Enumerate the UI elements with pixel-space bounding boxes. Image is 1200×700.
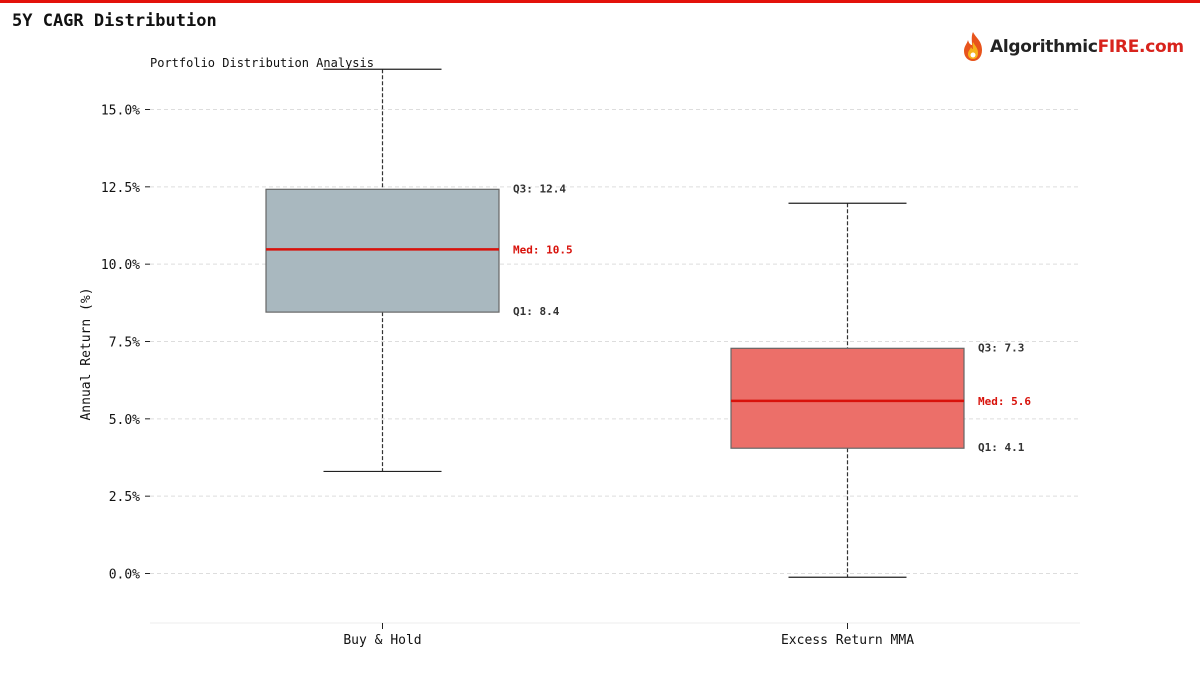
box-iqr — [730, 347, 965, 449]
y-tick-label: 7.5% — [109, 336, 140, 351]
y-tick-label: 2.5% — [109, 490, 140, 505]
x-axis: Buy & Hold Excess Return MMA — [343, 623, 914, 648]
grid — [150, 108, 1080, 575]
box-group: Q3: 12.4 Med: 10.5 Q1: 8.4 — [265, 68, 573, 473]
y-tick-label: 10.0% — [101, 258, 140, 273]
logo-text-accent: FIRE.com — [1097, 37, 1184, 57]
box-iqr — [265, 188, 500, 313]
q3-label: Q3: 12.4 — [513, 182, 566, 195]
y-tick-label: 12.5% — [101, 181, 140, 196]
flame-icon — [964, 32, 982, 61]
median-label: Med: 10.5 — [513, 243, 573, 256]
q1-label: Q1: 4.1 — [978, 441, 1025, 454]
median-label: Med: 5.6 — [978, 395, 1031, 408]
page-title: 5Y CAGR Distribution — [12, 11, 217, 31]
logo: AlgorithmicFIRE.com — [960, 30, 1184, 64]
logo-text: AlgorithmicFIRE.com — [990, 37, 1184, 57]
x-tick-label: Buy & Hold — [343, 633, 421, 648]
accent-bar — [0, 0, 1200, 3]
box-group: Q3: 7.3 Med: 5.6 Q1: 4.1 — [730, 202, 1031, 578]
y-axis-label: Annual Return (%) — [79, 287, 94, 420]
y-axis: 0.0% 2.5% 5.0% 7.5% 10.0% 12.5% 15.0% — [101, 103, 150, 583]
y-tick-label: 15.0% — [101, 103, 140, 118]
logo-text-main: Algorithmic — [990, 37, 1098, 57]
y-tick-label: 0.0% — [109, 568, 140, 583]
q1-label: Q1: 8.4 — [513, 305, 560, 318]
q3-label: Q3: 7.3 — [978, 341, 1024, 354]
chart-subtitle: Portfolio Distribution Analysis — [150, 56, 374, 70]
y-tick-label: 5.0% — [109, 413, 140, 428]
x-tick-label: Excess Return MMA — [781, 633, 914, 648]
